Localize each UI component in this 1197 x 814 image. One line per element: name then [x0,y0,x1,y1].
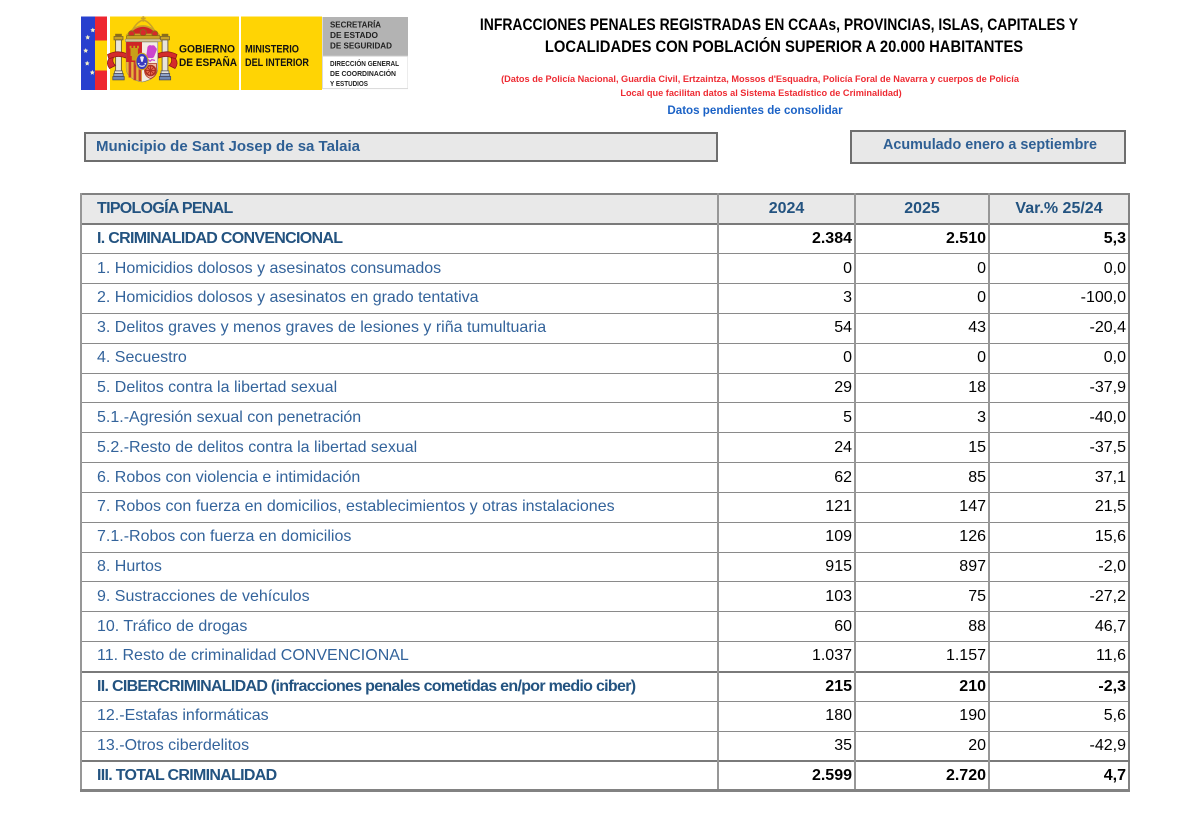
svg-text:DE COORDINACIÓN: DE COORDINACIÓN [330,69,396,78]
svg-text:DEL INTERIOR: DEL INTERIOR [245,57,309,69]
svg-text:DIRECCIÓN GENERAL: DIRECCIÓN GENERAL [330,59,400,68]
svg-text:DE SEGURIDAD: DE SEGURIDAD [330,41,392,51]
svg-text:MINISTERIO: MINISTERIO [245,44,299,56]
svg-text:GOBIERNO: GOBIERNO [179,44,235,56]
svg-text:Y ESTUDIOS: Y ESTUDIOS [330,81,368,88]
svg-text:DE ESTADO: DE ESTADO [330,30,378,40]
svg-text:DE ESPAÑA: DE ESPAÑA [179,56,237,69]
svg-text:SECRETARÍA: SECRETARÍA [330,20,382,30]
